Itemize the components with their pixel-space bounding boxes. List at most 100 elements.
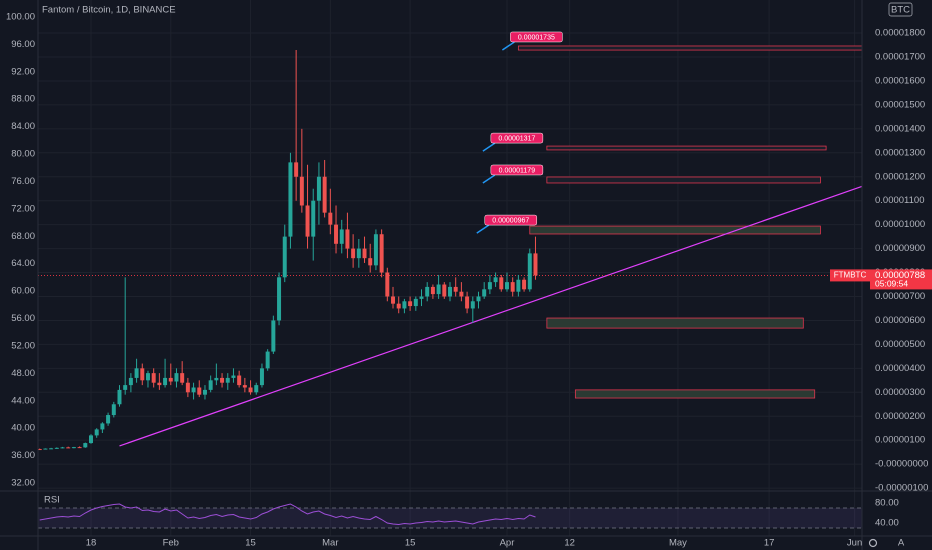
candle-body xyxy=(351,248,356,259)
y2-tick-label: 96.00 xyxy=(11,39,35,50)
candle-body xyxy=(157,382,162,386)
y-tick-label: 0.00001600 xyxy=(875,75,925,86)
candle-body xyxy=(339,229,344,244)
y2-tick-label: 84.00 xyxy=(11,121,35,132)
grid xyxy=(38,0,862,536)
y-tick-label: 0.00000900 xyxy=(875,243,925,254)
zone-label: 0.00001179 xyxy=(499,167,536,174)
candle-body xyxy=(453,286,458,292)
zone-label-box xyxy=(510,31,563,43)
candle-body xyxy=(487,282,492,290)
y2-tick-label: 68.00 xyxy=(11,231,35,242)
candle-body xyxy=(305,205,310,237)
candle-body xyxy=(522,279,527,290)
y-tick-label: 0.00001300 xyxy=(875,147,925,158)
x-tick-label: 15 xyxy=(245,538,256,549)
y2-tick-label: 56.00 xyxy=(11,313,35,324)
zone-label: 0.00001317 xyxy=(498,135,535,142)
candle-body xyxy=(185,382,190,393)
y-tick-label: -0.00000100 xyxy=(875,483,928,494)
candle-body xyxy=(174,373,179,382)
x-tick-label: Feb xyxy=(163,538,179,549)
candle-body xyxy=(482,289,487,297)
candle-body xyxy=(396,303,401,309)
rsi-label: RSI xyxy=(44,495,60,506)
y2-tick-label: 40.00 xyxy=(11,423,35,434)
y2-tick-label: 44.00 xyxy=(11,395,35,406)
zone xyxy=(546,176,821,184)
candle-body xyxy=(373,234,378,266)
candle-body xyxy=(356,248,361,259)
rsi-pane xyxy=(38,503,862,529)
trendline xyxy=(119,185,862,447)
candle-body xyxy=(208,380,213,390)
candle-body xyxy=(299,176,304,206)
candle-body xyxy=(516,279,521,292)
y-tick-label: 0.00000600 xyxy=(875,315,925,326)
plot-area xyxy=(38,45,862,451)
candle-body xyxy=(197,387,202,395)
candle-body xyxy=(89,435,93,444)
candle-body xyxy=(385,272,390,297)
y2-tick-label: 60.00 xyxy=(11,286,35,297)
candle-body xyxy=(527,253,532,290)
rsi-band xyxy=(38,508,862,528)
candle-body xyxy=(254,385,259,393)
candle-body xyxy=(533,253,538,276)
price-label: 0.00000788 xyxy=(875,270,925,281)
y-tick-label: 0.00001800 xyxy=(875,28,925,39)
zone xyxy=(529,225,821,235)
candle-body xyxy=(54,447,59,449)
x-tick-label: 12 xyxy=(564,538,575,549)
candle-body xyxy=(106,415,111,424)
candle-body xyxy=(391,296,396,304)
x-tick-label: Apr xyxy=(500,538,515,549)
candle-body xyxy=(362,248,367,259)
candle-body xyxy=(442,284,447,297)
candle-body xyxy=(163,377,168,386)
candle-body xyxy=(282,236,287,278)
candle-body xyxy=(60,447,65,449)
zone-label-box xyxy=(484,214,538,226)
candle-body xyxy=(402,301,407,309)
symbol-label: FTMBTC xyxy=(834,271,867,280)
candle-body xyxy=(504,282,509,290)
scale-mode[interactable]: A xyxy=(898,538,905,549)
y2-tick-label: 32.00 xyxy=(11,478,35,489)
chart-title: Fantom / Bitcoin, 1D, BINANCE xyxy=(42,5,176,16)
y-tick-label: 0.00000700 xyxy=(875,291,925,302)
candle-body xyxy=(470,301,475,309)
candle-body xyxy=(231,375,236,378)
candle-body xyxy=(225,377,230,383)
y-tick-label: 0.00000300 xyxy=(875,387,925,398)
candle-body xyxy=(345,229,350,249)
candle-body xyxy=(214,377,219,381)
y-tick-label: -0.00000000 xyxy=(875,459,928,470)
candle-body xyxy=(322,176,327,213)
candle-body xyxy=(134,368,139,378)
x-tick-label: 15 xyxy=(405,538,416,549)
unit-label[interactable]: BTC xyxy=(891,5,910,16)
y-tick-label: 0.00001500 xyxy=(875,99,925,110)
candle-body xyxy=(288,162,293,237)
candle-body xyxy=(436,284,441,295)
candle-body xyxy=(259,368,264,386)
zone xyxy=(546,145,827,151)
candle-body xyxy=(425,286,430,297)
candle-body xyxy=(419,296,424,299)
candle-body xyxy=(493,277,498,283)
callout-leader xyxy=(482,142,496,152)
candle-body xyxy=(430,286,435,295)
callout-leader xyxy=(501,41,515,51)
settings-icon[interactable] xyxy=(868,538,878,548)
candle-body xyxy=(71,447,76,449)
candle-body xyxy=(100,423,105,430)
y-tick-label: 0.00001700 xyxy=(875,52,925,63)
candle-body xyxy=(49,448,54,450)
candle-body xyxy=(499,277,504,290)
candle-body xyxy=(191,387,196,393)
unit-box[interactable] xyxy=(888,2,913,17)
candle-body xyxy=(220,377,225,383)
rsi-line xyxy=(39,503,536,526)
zone-label-box xyxy=(490,132,544,144)
